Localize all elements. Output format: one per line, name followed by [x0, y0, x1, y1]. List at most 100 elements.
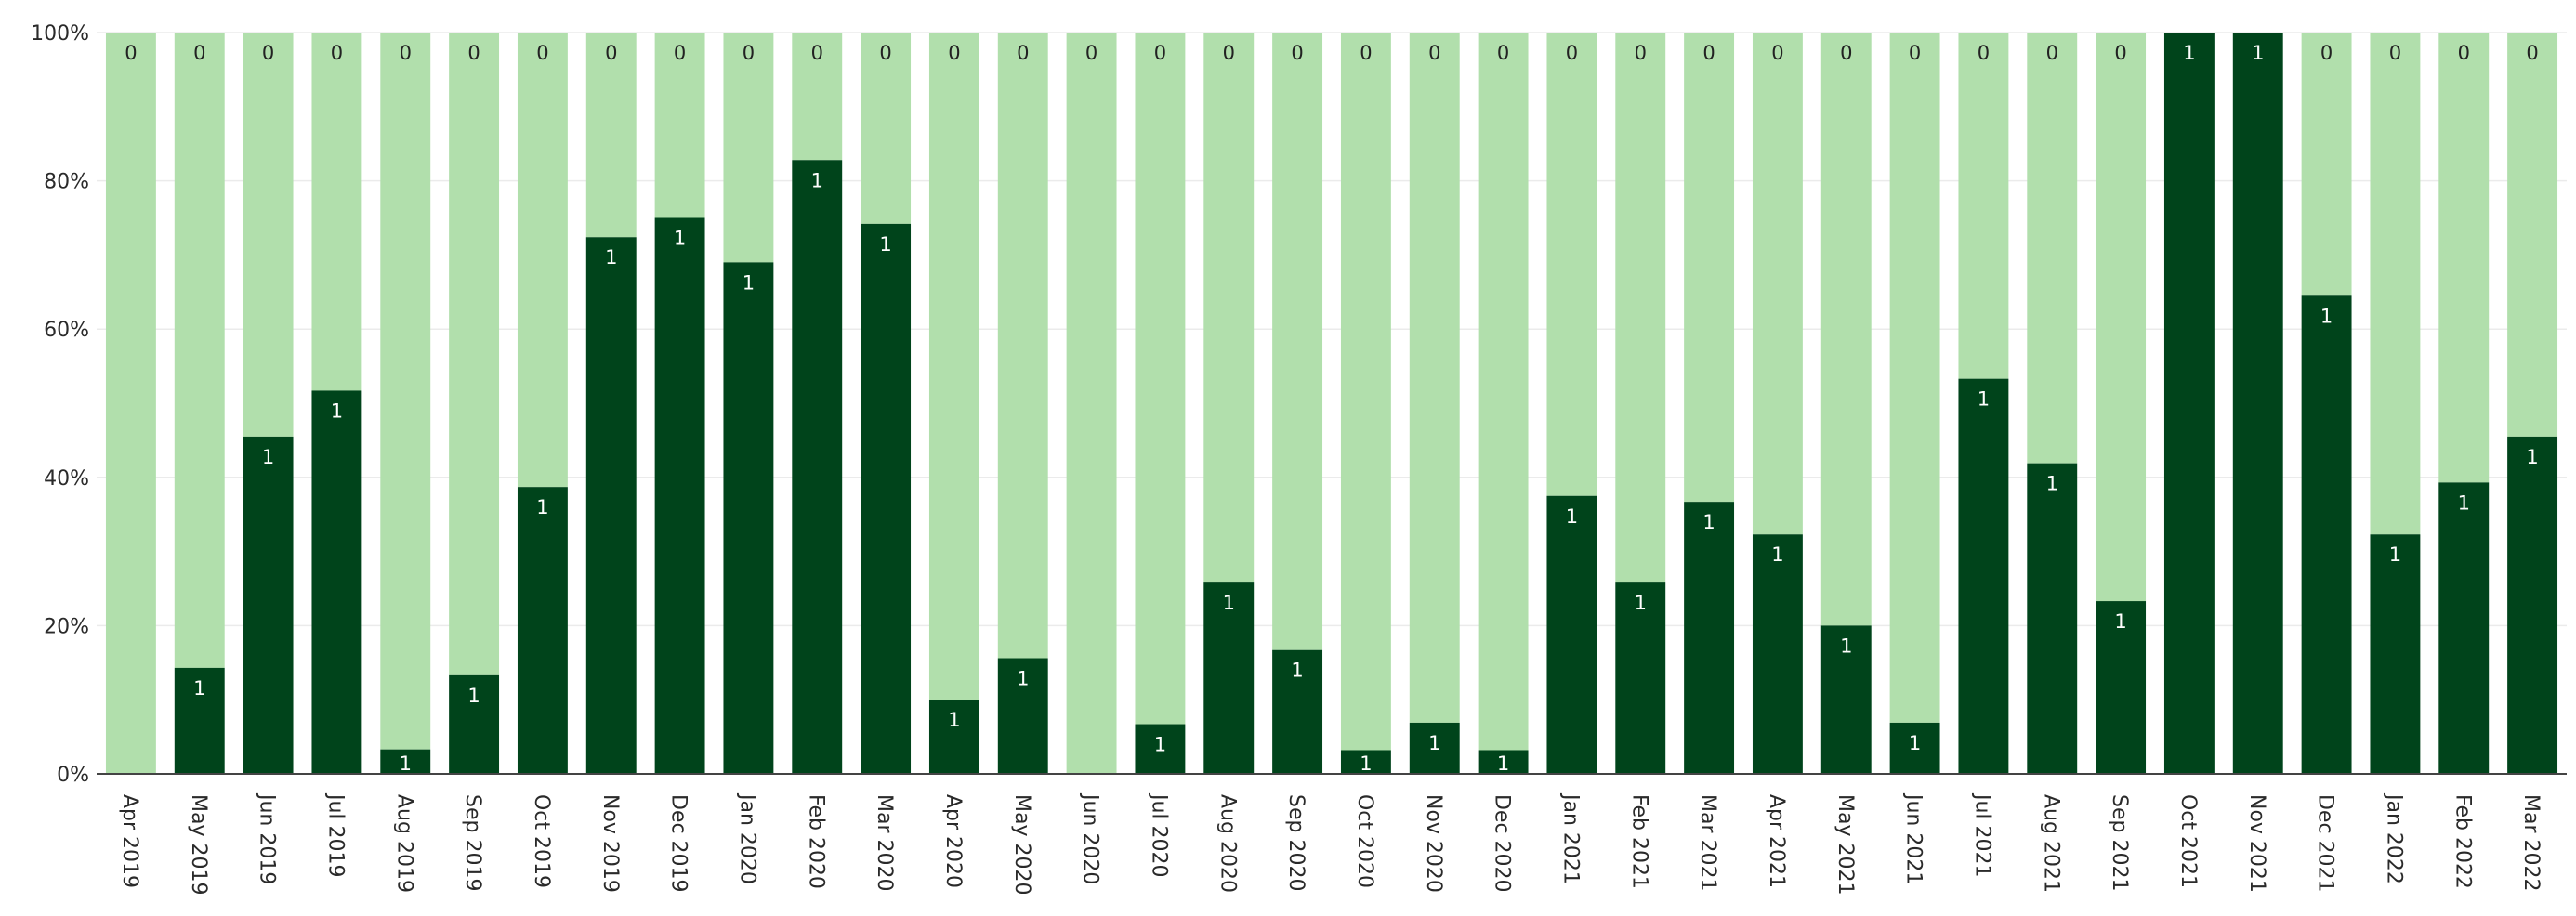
bar-label-remainder: 0 [467, 42, 480, 64]
bar-label-value: 1 [1497, 752, 1509, 775]
y-tick-label: 80% [44, 171, 89, 194]
bar-label-remainder: 0 [1085, 42, 1097, 64]
x-tick-label: Nov 2021 [2245, 794, 2268, 893]
bar-segment-remainder [1752, 33, 1803, 535]
bar-segment-remainder [928, 33, 979, 700]
bar-label-remainder: 0 [262, 42, 274, 64]
x-tick-label: Oct 2019 [530, 794, 553, 888]
bar-segment-remainder [1409, 33, 1460, 723]
bar-label-value: 1 [2526, 446, 2538, 468]
bar-segment-value [1820, 625, 1872, 774]
y-tick-label: 20% [44, 615, 89, 638]
bar-segment-value [1889, 722, 1940, 774]
bar-segment-value [1546, 495, 1597, 774]
x-tick-label: Jul 2019 [323, 792, 347, 878]
x-tick-label: Jan 2020 [735, 792, 758, 884]
x-tick-label: Oct 2021 [2176, 794, 2200, 888]
bar-segment-remainder [654, 33, 705, 218]
bar-segment-value [517, 487, 568, 774]
x-tick-label: Jul 2020 [1147, 792, 1170, 878]
x-tick-label: Feb 2020 [804, 794, 827, 889]
bar-label-value: 1 [605, 246, 617, 268]
x-tick-label: Jul 2021 [1970, 792, 1993, 878]
bar-segment-remainder [997, 33, 1048, 659]
bar-label-value: 1 [743, 271, 755, 294]
bar-segment-value [723, 262, 774, 774]
bar-segment-value [2232, 33, 2283, 774]
x-tick-label: Dec 2019 [667, 794, 690, 893]
bar-label-remainder: 0 [743, 42, 755, 64]
bar-label-value: 1 [2458, 491, 2470, 514]
bar-label-remainder: 0 [1978, 42, 1990, 64]
bar-segment-value [1409, 722, 1460, 774]
x-tick-label: Mar 2022 [2519, 794, 2543, 892]
x-tick-label: Sep 2019 [461, 794, 484, 891]
bar-segment-value [174, 667, 225, 774]
bar-label-value: 1 [879, 233, 891, 255]
x-tick-label: Jun 2019 [256, 792, 279, 884]
bar-segment-value [585, 237, 637, 775]
bar-label-remainder: 0 [1428, 42, 1440, 64]
bar-segment-remainder [380, 33, 431, 750]
bar-label-remainder: 0 [1291, 42, 1303, 64]
bar-segment-value [2301, 295, 2352, 774]
bar-label-remainder: 0 [948, 42, 960, 64]
bar-label-value: 1 [811, 169, 823, 191]
bar-label-remainder: 0 [1154, 42, 1166, 64]
x-tick-label: Feb 2021 [1627, 794, 1650, 889]
bar-label-value: 1 [467, 685, 480, 707]
bar-segment-remainder [1546, 33, 1597, 496]
bar-label-remainder: 0 [193, 42, 205, 64]
y-tick-label: 60% [44, 319, 89, 342]
bar-segment-value [2370, 534, 2421, 774]
bar-segment-value [1135, 724, 1186, 774]
bar-segment-remainder [2370, 33, 2421, 535]
bar-label-remainder: 0 [2458, 42, 2470, 64]
bar-label-remainder: 0 [1909, 42, 1921, 64]
bar-label-value: 1 [331, 399, 343, 422]
bar-segment-remainder [174, 33, 225, 668]
bar-label-remainder: 0 [1017, 42, 1029, 64]
x-tick-label: Mar 2020 [873, 794, 896, 891]
bar-label-remainder: 0 [400, 42, 412, 64]
bar-label-value: 1 [948, 709, 960, 731]
x-tick-label: Oct 2020 [1353, 794, 1376, 888]
bar-segment-value [1615, 582, 1666, 774]
bar-label-value: 1 [1909, 732, 1921, 754]
bar-segment-remainder [1340, 33, 1391, 751]
bar-label-value: 1 [193, 677, 205, 700]
bar-label-value: 1 [262, 446, 274, 468]
bar-label-value: 1 [1223, 592, 1235, 614]
bar-segment-remainder [2301, 33, 2352, 296]
x-tick-label: Apr 2020 [941, 794, 965, 888]
bar-segment-value [997, 658, 1048, 774]
bar-segment-value [1684, 502, 1735, 774]
bars [105, 33, 2558, 775]
bar-label-value: 1 [674, 228, 686, 250]
bar-segment-value [1478, 750, 1529, 774]
bar-label-remainder: 0 [125, 42, 137, 64]
x-tick-label: Jan 2022 [2382, 792, 2405, 884]
x-tick-label: Nov 2020 [1422, 794, 1445, 893]
x-tick-label: May 2021 [1833, 794, 1857, 895]
bar-segment-remainder [1478, 33, 1529, 751]
bar-label-remainder: 0 [2526, 42, 2538, 64]
bar-segment-value [380, 749, 431, 774]
bar-label-value: 1 [1635, 592, 1647, 614]
bar-segment-value [1340, 750, 1391, 774]
x-tick-label: Mar 2021 [1696, 794, 1719, 892]
bar-segment-value [654, 217, 705, 774]
x-axis-ticks: Apr 2019 May 2019 Jun 2019 Jul 2019 Aug 2019… [118, 792, 2543, 895]
bar-label-remainder: 0 [1771, 42, 1783, 64]
bar-label-value: 1 [400, 752, 412, 775]
bar-segment-remainder [2507, 33, 2558, 437]
bar-label-value: 1 [1771, 543, 1783, 566]
bar-label-value: 1 [1840, 635, 1852, 657]
bar-label-value: 1 [2252, 42, 2264, 64]
bar-segment-value [449, 674, 500, 774]
bar-segment-remainder [311, 33, 362, 391]
bar-label-remainder: 0 [2114, 42, 2126, 64]
bar-label-remainder: 0 [1840, 42, 1852, 64]
bar-label-value: 1 [1566, 505, 1578, 528]
bar-segment-remainder [2096, 33, 2147, 602]
